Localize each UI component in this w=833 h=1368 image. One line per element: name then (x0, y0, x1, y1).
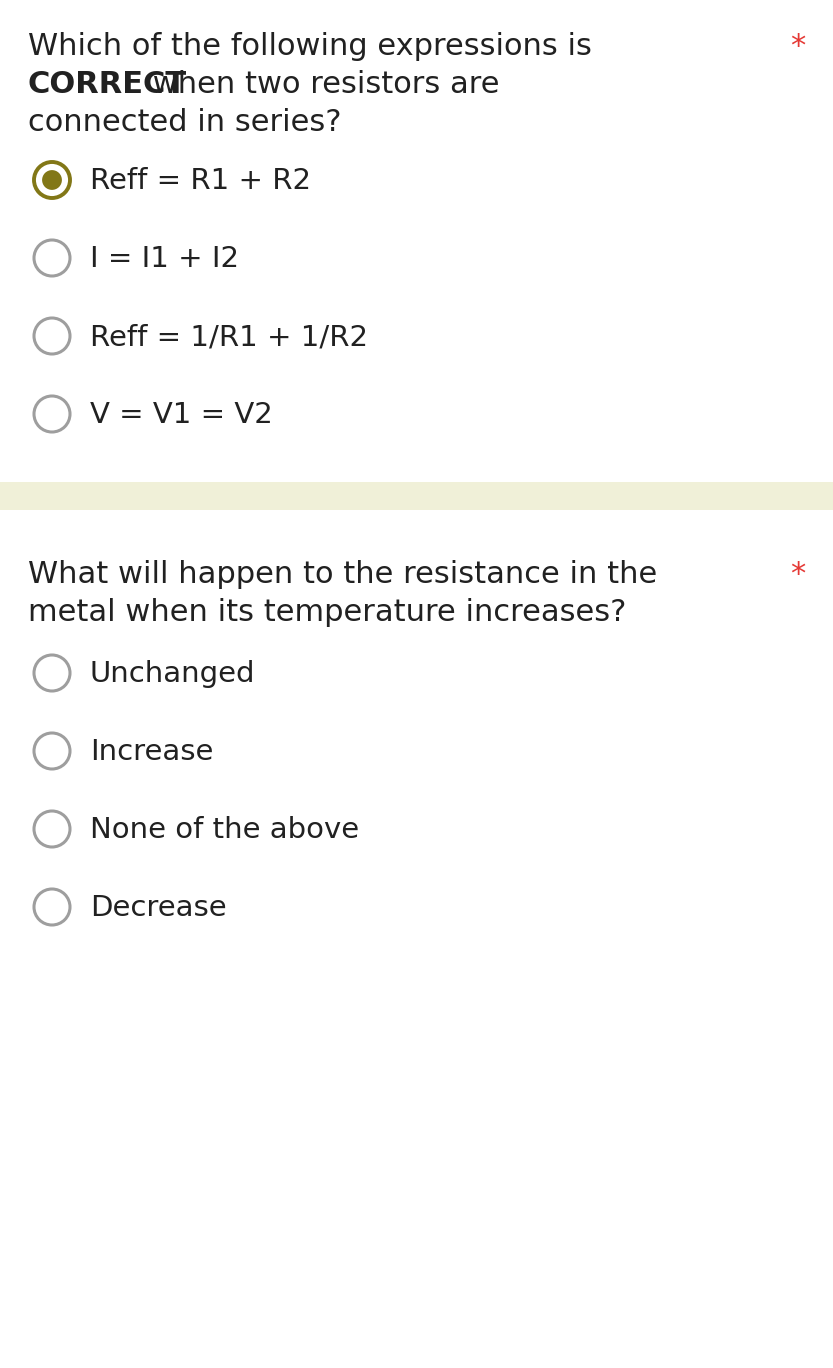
Bar (0, 482, 833, 510)
Text: What will happen to the resistance in the: What will happen to the resistance in th… (28, 560, 657, 590)
Circle shape (34, 239, 70, 276)
Text: connected in series?: connected in series? (28, 108, 342, 137)
Text: *: * (790, 31, 805, 62)
Circle shape (34, 733, 70, 769)
Circle shape (34, 317, 70, 354)
Text: *: * (790, 560, 805, 590)
Text: I = I1 + I2: I = I1 + I2 (90, 245, 239, 274)
Text: Reff = 1/R1 + 1/R2: Reff = 1/R1 + 1/R2 (90, 323, 368, 352)
Circle shape (34, 395, 70, 432)
Circle shape (34, 161, 70, 198)
Circle shape (34, 655, 70, 691)
Text: metal when its temperature increases?: metal when its temperature increases? (28, 598, 626, 627)
Text: CORRECT: CORRECT (28, 70, 187, 98)
Text: Which of the following expressions is: Which of the following expressions is (28, 31, 592, 62)
Text: Decrease: Decrease (90, 895, 227, 922)
Text: V = V1 = V2: V = V1 = V2 (90, 401, 272, 430)
Text: when two resistors are: when two resistors are (143, 70, 500, 98)
Circle shape (34, 889, 70, 925)
Circle shape (42, 170, 62, 190)
Text: Increase: Increase (90, 737, 213, 766)
Circle shape (34, 811, 70, 847)
Text: Reff = R1 + R2: Reff = R1 + R2 (90, 167, 311, 196)
Text: None of the above: None of the above (90, 815, 359, 844)
Text: Unchanged: Unchanged (90, 659, 256, 688)
